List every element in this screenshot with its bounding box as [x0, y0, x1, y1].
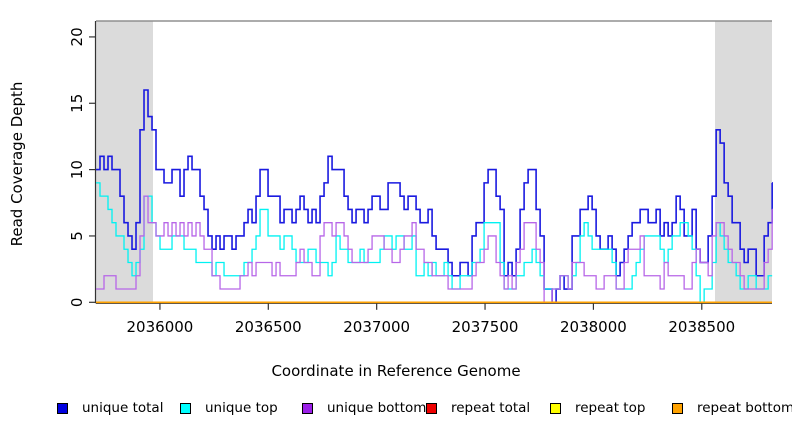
legend-swatch-repeat-top: [550, 402, 561, 414]
x-tick-label: 2038500: [668, 318, 735, 336]
legend-item-unique-total: unique total: [57, 398, 163, 418]
legend-item-unique-top: unique top: [180, 398, 278, 418]
x-tick-label: 2038000: [560, 318, 627, 336]
series-unique-bottom: [96, 195, 773, 303]
legend-label: unique bottom: [327, 400, 427, 416]
x-tick-label: 2037000: [343, 318, 410, 336]
x-tick-label: 2036000: [127, 318, 194, 336]
legend-label: repeat top: [575, 400, 646, 416]
y-tick-label: 15: [68, 94, 86, 113]
legend-item-repeat-top: repeat top: [550, 398, 645, 418]
y-tick-label: 0: [68, 298, 86, 308]
x-tick-label: 2036500: [235, 318, 302, 336]
legend-swatch-unique-total: [57, 402, 68, 414]
legend-swatch-repeat-bottom: [672, 402, 683, 414]
repeat-region-shading: [96, 21, 154, 304]
legend-item-repeat-bottom: repeat bottom: [672, 398, 792, 418]
legend-swatch-repeat-total: [426, 402, 437, 414]
x-tick-label: 2037500: [452, 318, 519, 336]
y-tick-label: 10: [68, 160, 86, 179]
series-unique-top: [96, 182, 773, 303]
y-tick-label: 5: [68, 231, 86, 241]
legend-label: unique top: [205, 400, 278, 416]
legend-swatch-unique-top: [180, 402, 191, 414]
legend-label: unique total: [82, 400, 164, 416]
series-unique-total: [96, 89, 773, 304]
y-tick-label: 20: [68, 27, 86, 46]
y-axis-title: Read Coverage Depth: [8, 81, 26, 247]
x-axis-title: Coordinate in Reference Genome: [271, 362, 521, 380]
legend-label: repeat total: [451, 400, 531, 416]
legend-item-unique-bottom: unique bottom: [302, 398, 426, 418]
legend: unique total unique top unique bottom repea…: [0, 398, 792, 420]
legend-swatch-unique-bottom: [302, 402, 313, 414]
legend-label: repeat bottom: [697, 400, 792, 416]
legend-item-repeat-total: repeat total: [426, 398, 530, 418]
